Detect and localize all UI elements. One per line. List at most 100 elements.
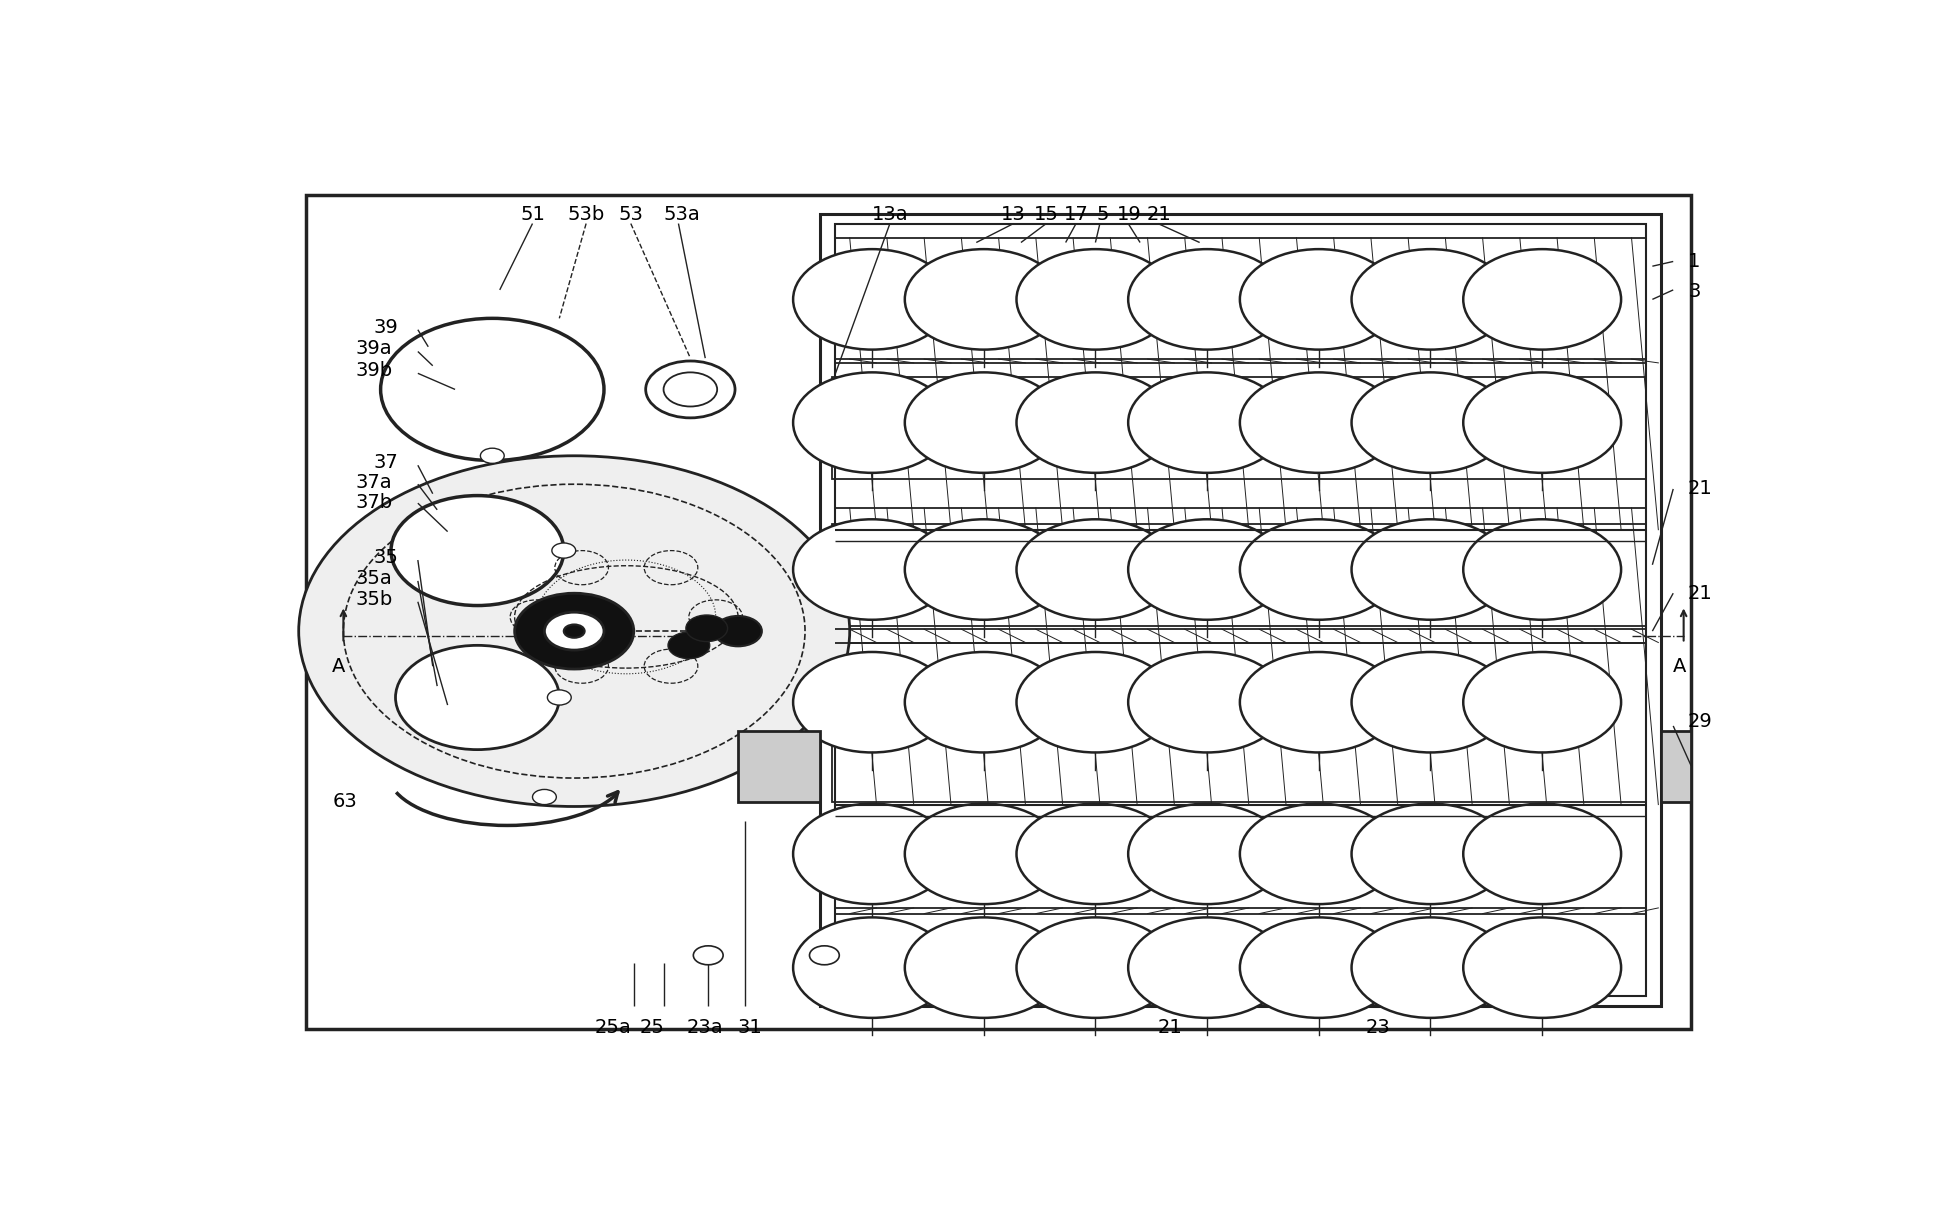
Text: 37: 37 — [373, 453, 398, 471]
Circle shape — [905, 804, 1062, 904]
Text: 1: 1 — [1688, 252, 1700, 271]
Circle shape — [905, 372, 1062, 473]
Circle shape — [1128, 249, 1286, 350]
Circle shape — [1464, 519, 1621, 619]
Circle shape — [793, 917, 952, 1018]
Circle shape — [1240, 249, 1398, 350]
Circle shape — [1017, 519, 1174, 619]
Circle shape — [1128, 519, 1286, 619]
Circle shape — [810, 945, 839, 965]
Circle shape — [545, 612, 603, 650]
Circle shape — [905, 917, 1062, 1018]
Text: 53b: 53b — [567, 204, 605, 224]
Text: 23: 23 — [1365, 1018, 1391, 1037]
Text: 35: 35 — [373, 548, 398, 566]
Circle shape — [480, 448, 505, 463]
Bar — [1661, 731, 1690, 801]
Circle shape — [1128, 917, 1286, 1018]
Circle shape — [1464, 804, 1621, 904]
Circle shape — [793, 249, 952, 350]
Text: 63: 63 — [333, 793, 358, 811]
Circle shape — [1240, 917, 1398, 1018]
Text: 13a: 13a — [872, 204, 909, 224]
Text: 31: 31 — [737, 1018, 762, 1037]
Text: 29: 29 — [1688, 712, 1714, 731]
Bar — [835, 224, 1646, 996]
Circle shape — [1240, 519, 1398, 619]
Text: 39b: 39b — [356, 361, 393, 380]
Circle shape — [1352, 652, 1509, 752]
Circle shape — [646, 361, 735, 417]
Bar — [820, 214, 1661, 1006]
Text: 39: 39 — [373, 319, 398, 337]
Text: 25a: 25a — [594, 1018, 630, 1037]
Text: 35a: 35a — [356, 569, 393, 587]
Circle shape — [514, 593, 634, 670]
Circle shape — [1464, 372, 1621, 473]
Circle shape — [1017, 917, 1174, 1018]
Circle shape — [1352, 249, 1509, 350]
Circle shape — [1128, 652, 1286, 752]
Text: 21: 21 — [1158, 1018, 1182, 1037]
Circle shape — [793, 372, 952, 473]
Circle shape — [1128, 804, 1286, 904]
Circle shape — [1017, 249, 1174, 350]
Circle shape — [1017, 804, 1174, 904]
Text: A: A — [1673, 656, 1686, 676]
Circle shape — [1128, 372, 1286, 473]
Circle shape — [381, 319, 603, 460]
Text: 39a: 39a — [356, 340, 393, 358]
Text: 37b: 37b — [356, 492, 393, 512]
Text: 25: 25 — [640, 1018, 663, 1037]
Text: 53a: 53a — [663, 204, 700, 224]
Circle shape — [905, 652, 1062, 752]
Text: 15: 15 — [1035, 204, 1058, 224]
Circle shape — [687, 616, 727, 641]
Circle shape — [1352, 804, 1509, 904]
Bar — [832, 377, 1646, 480]
Text: 21: 21 — [1688, 479, 1714, 499]
Text: 17: 17 — [1064, 204, 1089, 224]
Circle shape — [1017, 652, 1174, 752]
Text: 37a: 37a — [356, 473, 393, 492]
Text: 21: 21 — [1147, 204, 1172, 224]
Bar — [832, 524, 1646, 627]
Text: 13: 13 — [1002, 204, 1025, 224]
Bar — [306, 196, 1690, 1029]
Circle shape — [1352, 372, 1509, 473]
Circle shape — [793, 652, 952, 752]
Circle shape — [714, 616, 762, 646]
Text: 51: 51 — [520, 204, 545, 224]
Circle shape — [1352, 917, 1509, 1018]
Circle shape — [551, 543, 576, 558]
Circle shape — [1240, 804, 1398, 904]
Circle shape — [905, 249, 1062, 350]
Text: 3: 3 — [1688, 282, 1700, 302]
Text: 35b: 35b — [356, 591, 393, 609]
Circle shape — [532, 789, 557, 805]
Circle shape — [1240, 372, 1398, 473]
Circle shape — [1464, 652, 1621, 752]
Text: 5: 5 — [1097, 204, 1108, 224]
Circle shape — [547, 689, 571, 705]
Circle shape — [793, 804, 952, 904]
Circle shape — [793, 519, 952, 619]
Circle shape — [905, 519, 1062, 619]
Bar — [739, 731, 820, 801]
Circle shape — [667, 632, 710, 659]
Circle shape — [391, 496, 565, 606]
Circle shape — [694, 945, 723, 965]
Circle shape — [1464, 917, 1621, 1018]
Circle shape — [1464, 249, 1621, 350]
Text: A: A — [333, 656, 346, 676]
Circle shape — [1240, 652, 1398, 752]
Circle shape — [298, 455, 849, 806]
Circle shape — [1352, 519, 1509, 619]
Text: 23a: 23a — [687, 1018, 723, 1037]
Bar — [832, 643, 1646, 801]
Circle shape — [1017, 372, 1174, 473]
Text: 21: 21 — [1688, 583, 1714, 603]
Circle shape — [565, 624, 584, 638]
Text: 19: 19 — [1118, 204, 1143, 224]
Text: 53: 53 — [619, 204, 644, 224]
